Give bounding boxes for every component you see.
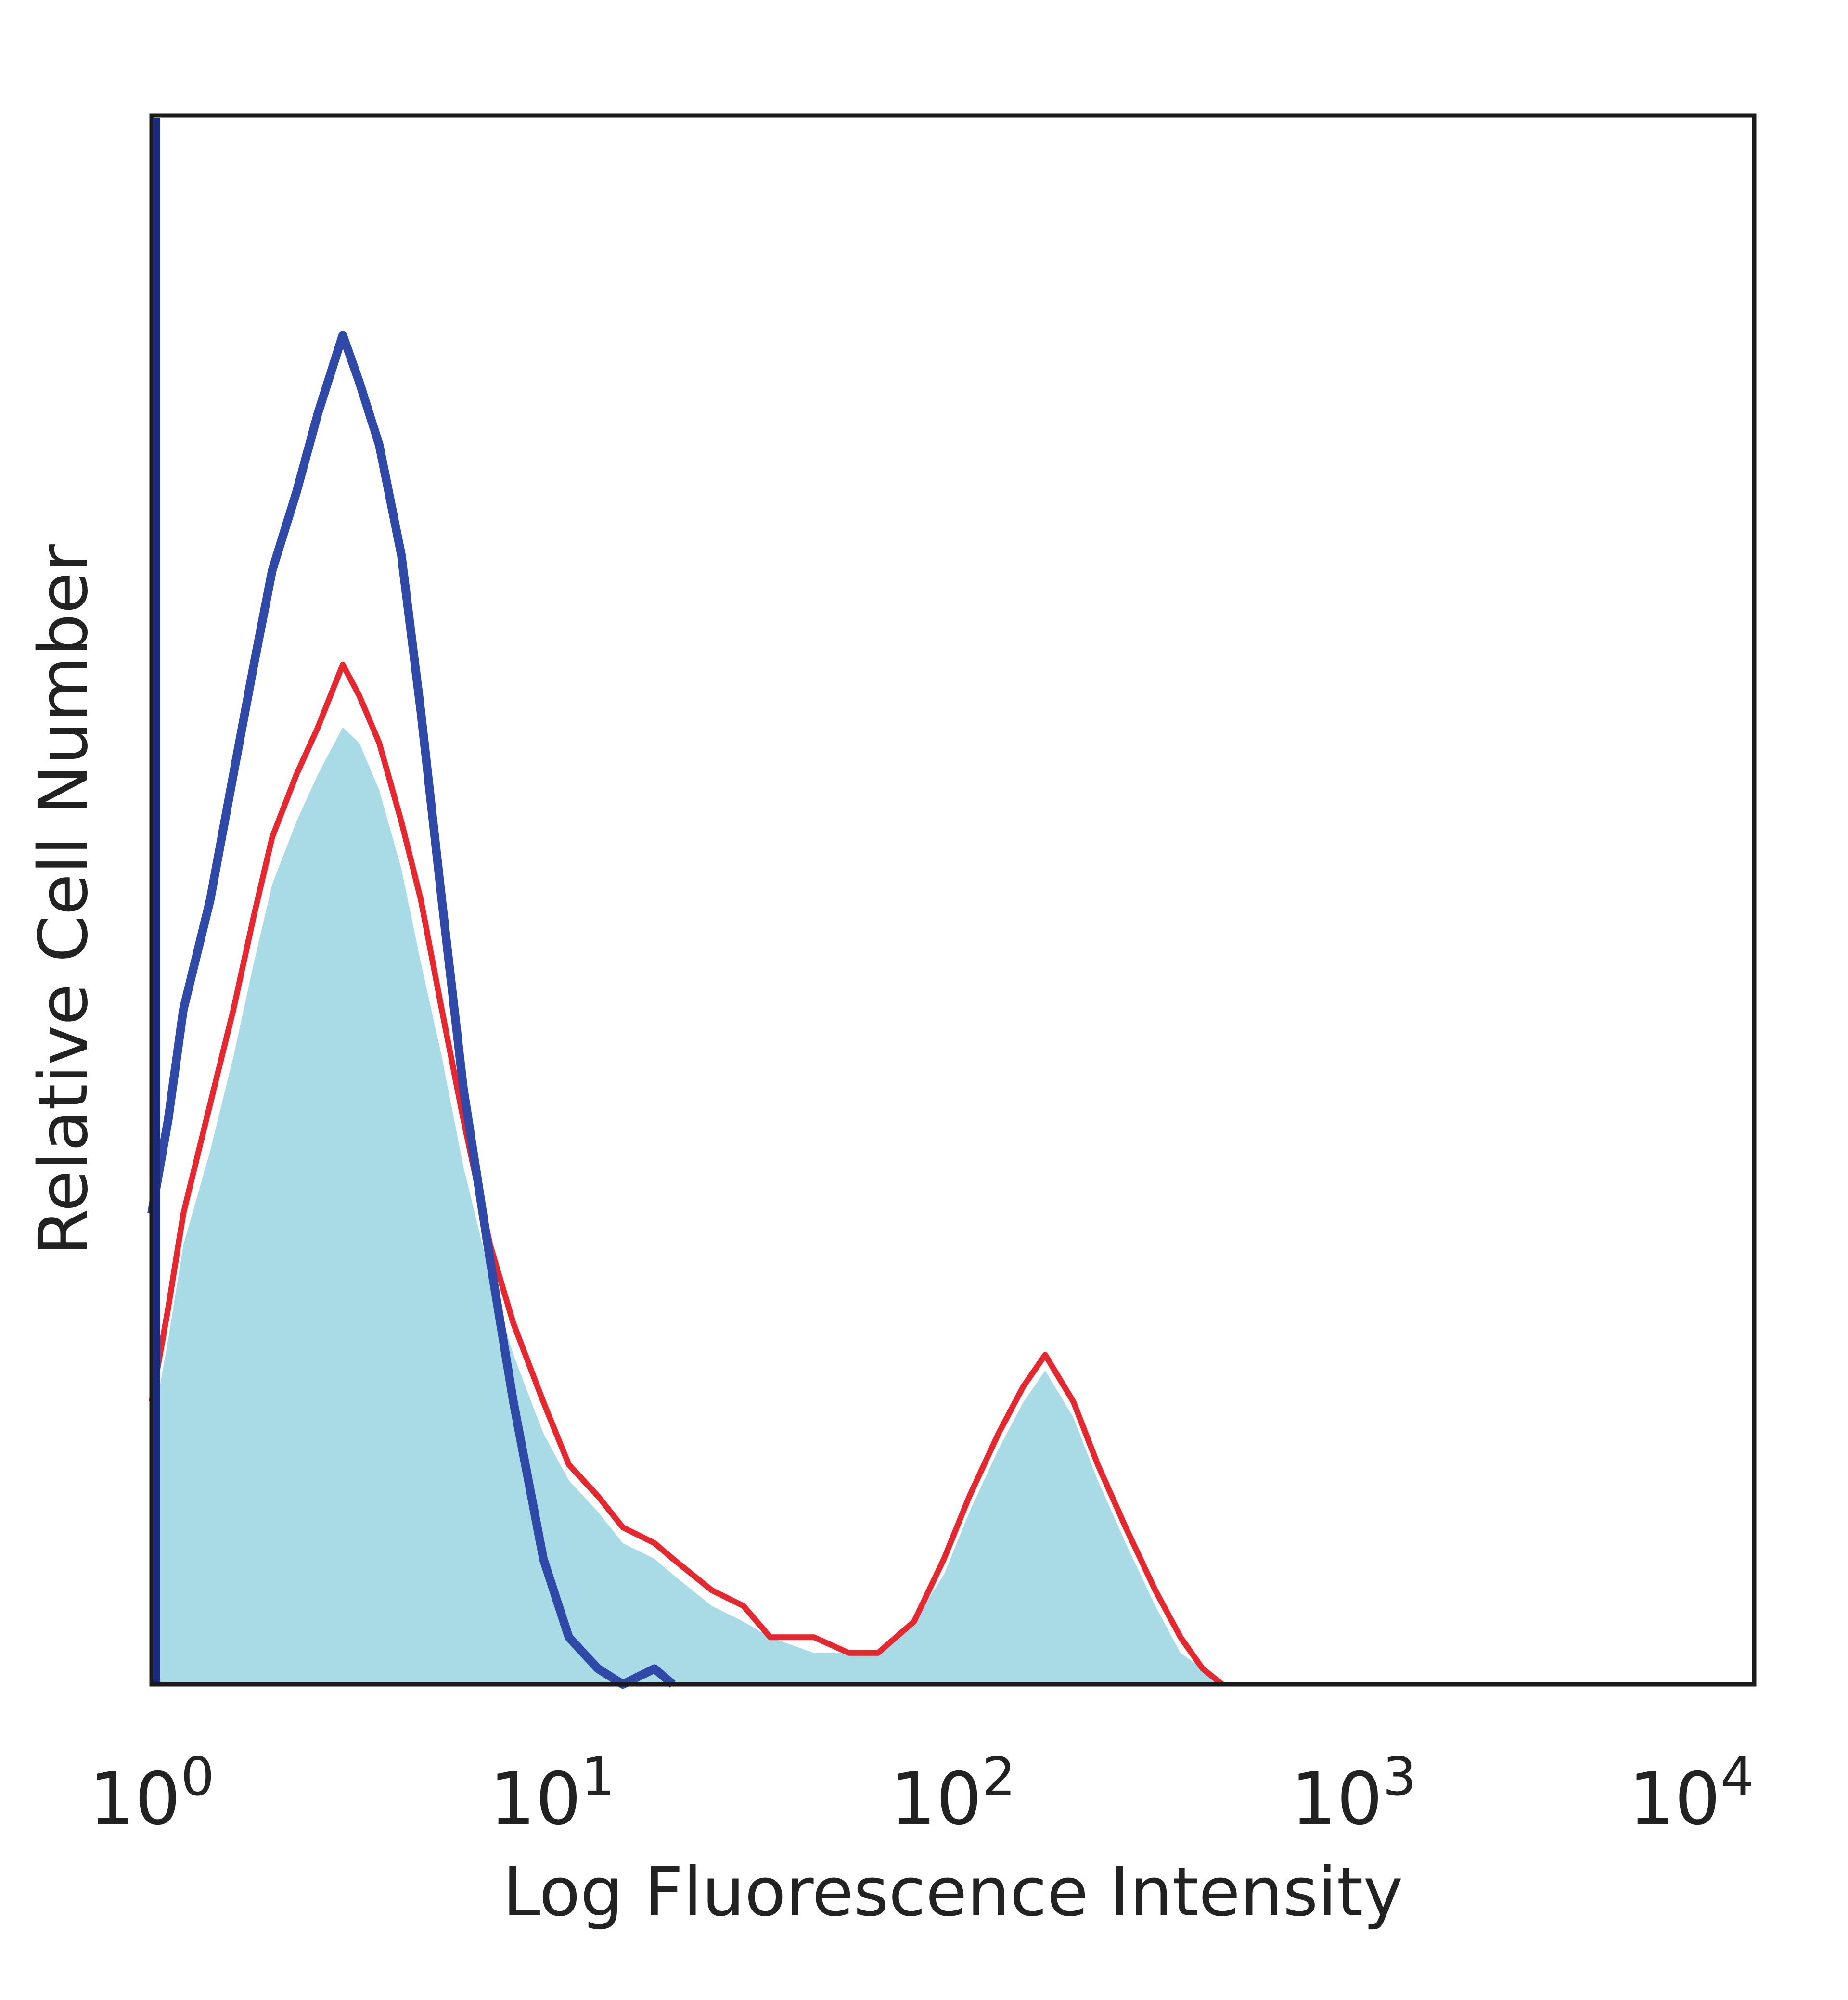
x-tick-label: 104	[1629, 1746, 1754, 1841]
x-tick-labels: 100 101 102 103 104	[89, 1746, 1754, 1841]
x-tick-label: 100	[89, 1746, 215, 1841]
plot-frame	[149, 113, 1757, 1687]
series-layer	[147, 331, 1224, 1689]
series-1-line	[149, 662, 1224, 1687]
x-tick-label: 101	[489, 1746, 615, 1841]
series-2-line	[147, 331, 676, 1689]
series-0-filled-area	[152, 727, 1222, 1684]
x-tick-label: 102	[890, 1746, 1016, 1841]
x-axis-title: Log Fluorescence Intensity	[503, 1853, 1403, 1932]
y-axis-title: Relative Cell Number	[25, 544, 103, 1256]
x-tick-label: 103	[1291, 1746, 1416, 1841]
